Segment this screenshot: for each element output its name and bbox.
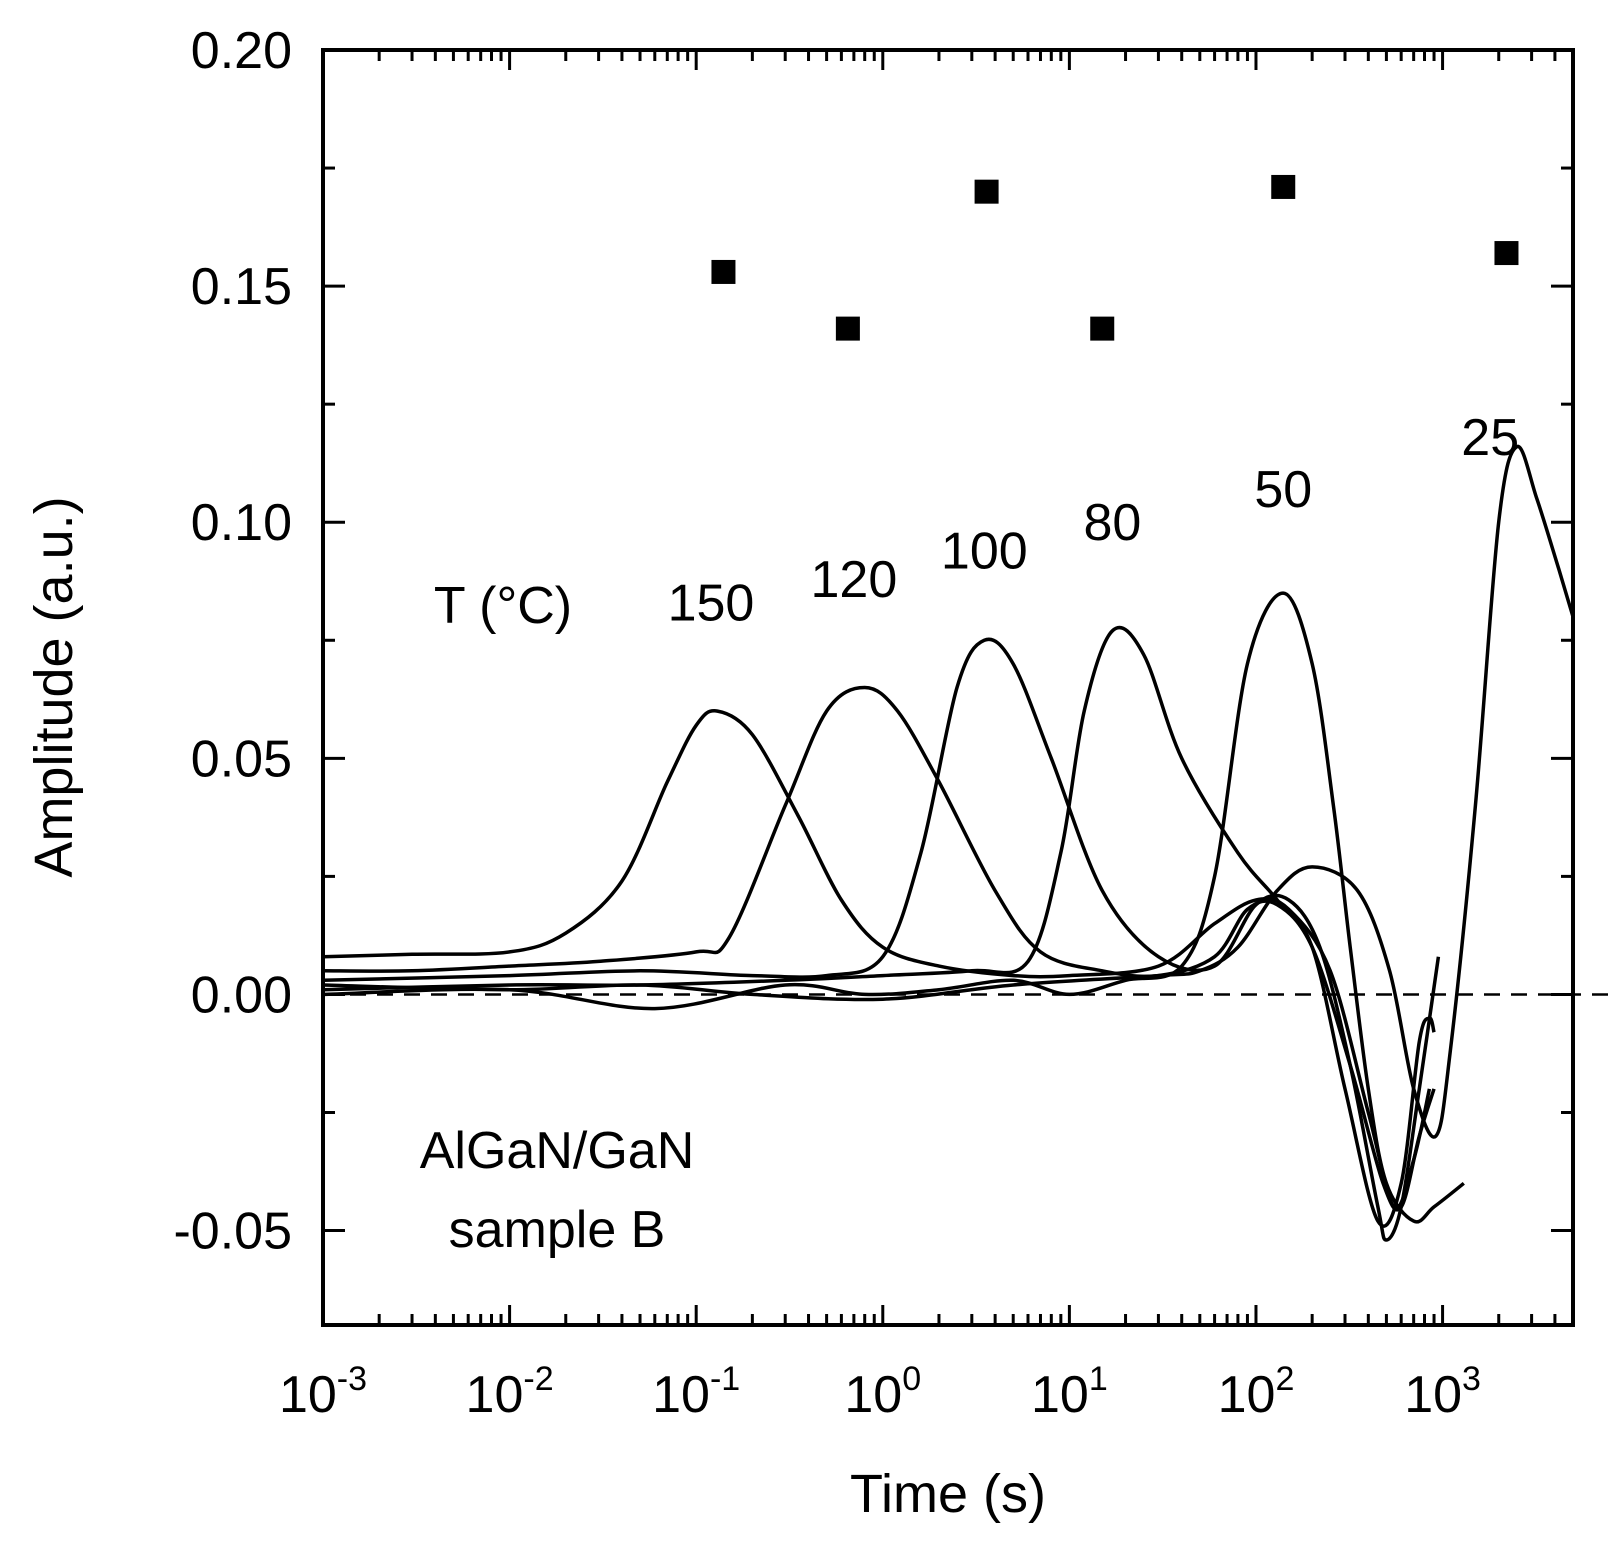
data-markers	[711, 174, 1519, 341]
y-tick-label: -0.05	[173, 1203, 292, 1261]
x-tick-label: 100	[844, 1360, 921, 1424]
x-tick-label: 103	[1404, 1360, 1481, 1424]
y-tick-label: 0.20	[191, 22, 292, 80]
series-label-25: 25	[1461, 409, 1519, 467]
series-line-100	[322, 637, 1441, 1242]
square-marker	[1271, 174, 1296, 199]
x-tick-label: 10-3	[279, 1360, 367, 1424]
series-line-80	[322, 625, 1436, 1228]
sample-label-line1: AlGaN/GaN	[420, 1122, 695, 1180]
square-marker	[835, 316, 860, 341]
axis-ticks	[321, 48, 1575, 1325]
series-line-25	[322, 444, 1575, 1139]
series-label-100: 100	[941, 523, 1028, 581]
y-tick-label: 0.00	[191, 966, 292, 1024]
square-marker	[974, 179, 999, 204]
sample-label-line2: sample B	[449, 1201, 666, 1259]
series-label-50: 50	[1254, 461, 1312, 519]
series-labels: 150 120 100 80 50 25	[668, 409, 1520, 632]
temperature-header: T (°C)	[434, 577, 572, 635]
series-line-150	[322, 709, 1432, 1210]
y-tick-label: 0.05	[191, 730, 292, 788]
series-label-120: 120	[811, 551, 898, 609]
series-label-80: 80	[1083, 494, 1141, 552]
axis-tick-labels: 0.20 0.15 0.10 0.05 0.00 -0.05 10-3 10-2 10-1 100…	[173, 22, 1480, 1424]
x-tick-label: 10-2	[466, 1360, 554, 1424]
x-axis-title: Time (s)	[850, 1464, 1046, 1524]
x-tick-label: 102	[1218, 1360, 1295, 1424]
y-axis-title: Amplitude (a.u.)	[24, 496, 84, 877]
y-tick-label: 0.10	[191, 494, 292, 552]
square-marker	[1090, 316, 1115, 341]
series-line-50	[322, 591, 1465, 1224]
series-curves	[322, 444, 1575, 1242]
square-marker	[711, 259, 736, 284]
x-tick-label: 10-1	[652, 1360, 740, 1424]
square-marker	[1494, 241, 1519, 266]
x-tick-label: 101	[1031, 1360, 1108, 1424]
y-tick-label: 0.15	[191, 258, 292, 316]
plot-frame	[321, 48, 1575, 1327]
series-label-150: 150	[668, 575, 755, 633]
